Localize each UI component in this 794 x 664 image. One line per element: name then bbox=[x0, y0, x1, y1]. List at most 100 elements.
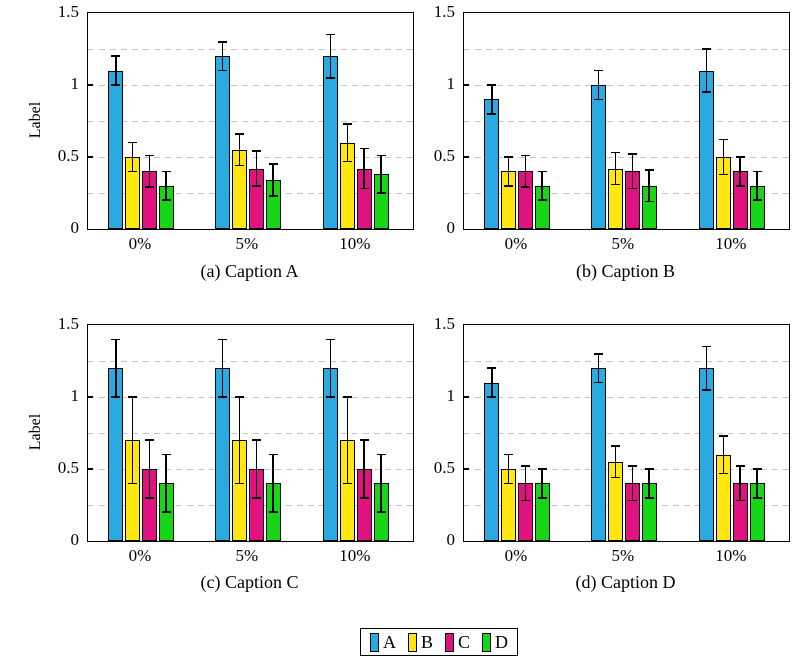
error-bar bbox=[363, 148, 365, 189]
error-bar-cap bbox=[644, 169, 654, 171]
error-bar bbox=[648, 169, 650, 202]
error-bar-cap bbox=[111, 84, 121, 86]
gridline bbox=[464, 468, 789, 470]
error-bar-cap bbox=[376, 511, 386, 513]
gridline bbox=[464, 156, 789, 158]
y-tick-label: 1.5 bbox=[433, 2, 455, 21]
error-bar bbox=[722, 139, 725, 175]
bar-A-10% bbox=[323, 56, 339, 229]
error-bar-cap bbox=[359, 187, 369, 190]
error-bar-cap bbox=[627, 187, 637, 190]
bar-A-5% bbox=[591, 368, 607, 541]
error-bar-cap bbox=[752, 199, 762, 201]
error-bar-cap bbox=[627, 153, 637, 155]
error-bar-cap bbox=[644, 200, 654, 203]
error-bar bbox=[346, 397, 349, 484]
y-tick bbox=[464, 468, 469, 470]
bar-A-10% bbox=[699, 70, 715, 229]
error-bar-cap bbox=[735, 156, 745, 158]
error-bar-cap bbox=[644, 497, 654, 499]
gridline bbox=[88, 120, 413, 122]
error-bar-cap bbox=[376, 192, 386, 194]
y-tick bbox=[464, 156, 469, 158]
error-bar-cap bbox=[251, 185, 261, 187]
error-bar bbox=[614, 445, 617, 478]
x-tick-label: 10% bbox=[715, 546, 747, 565]
error-bar-cap bbox=[376, 453, 386, 456]
gridline bbox=[464, 48, 789, 50]
error-bar-cap bbox=[144, 186, 154, 188]
error-bar bbox=[614, 152, 617, 185]
error-bar-cap bbox=[644, 468, 654, 470]
error-bar-cap bbox=[111, 396, 121, 398]
error-bar-cap bbox=[342, 396, 352, 398]
bar-A-5% bbox=[591, 85, 607, 229]
error-bar-cap bbox=[487, 84, 497, 86]
error-bar-cap bbox=[235, 164, 244, 167]
subplot-b-caption: (b) Caption B bbox=[576, 261, 675, 281]
error-bar-cap bbox=[537, 497, 547, 499]
gridline bbox=[464, 360, 789, 362]
error-bar-cap bbox=[520, 499, 530, 502]
error-bar-cap bbox=[520, 465, 530, 467]
error-bar-cap bbox=[326, 77, 336, 79]
error-bar-cap bbox=[611, 445, 620, 447]
y-tick-label: 0 bbox=[70, 218, 80, 237]
y-tick-label: 0.5 bbox=[433, 146, 455, 165]
error-bar bbox=[221, 339, 224, 397]
error-bar bbox=[148, 440, 151, 498]
error-bar bbox=[148, 155, 151, 188]
error-bar-cap bbox=[627, 499, 637, 502]
legend-swatch-c bbox=[445, 632, 455, 652]
error-bar-cap bbox=[161, 199, 171, 201]
error-bar-cap bbox=[268, 195, 278, 197]
error-bar bbox=[739, 157, 741, 186]
error-bar bbox=[131, 397, 134, 484]
error-bar bbox=[115, 339, 117, 397]
error-bar-cap bbox=[504, 156, 514, 158]
error-bar bbox=[541, 171, 543, 201]
error-bar bbox=[597, 353, 600, 383]
error-bar-cap bbox=[128, 141, 138, 144]
plot-area bbox=[87, 12, 414, 230]
error-bar bbox=[705, 346, 708, 390]
y-tick-label: 1.5 bbox=[57, 2, 79, 21]
gridline bbox=[464, 120, 789, 122]
error-bar-cap bbox=[611, 476, 620, 479]
error-bar bbox=[491, 368, 493, 397]
y-tick-label: 0 bbox=[446, 218, 456, 237]
error-bar bbox=[115, 56, 117, 85]
error-bar-cap bbox=[718, 173, 728, 176]
error-bar bbox=[272, 164, 274, 196]
error-bar-cap bbox=[702, 48, 712, 50]
y-tick bbox=[464, 84, 469, 86]
error-bar bbox=[238, 133, 241, 166]
error-bar bbox=[131, 142, 134, 172]
error-bar-cap bbox=[718, 138, 728, 141]
error-bar-cap bbox=[326, 396, 336, 398]
error-bar bbox=[221, 41, 224, 71]
gridline bbox=[88, 360, 413, 362]
gridline bbox=[464, 84, 789, 86]
error-bar-cap bbox=[611, 183, 620, 186]
error-bar bbox=[648, 469, 650, 498]
error-bar-cap bbox=[144, 154, 154, 157]
error-bar-cap bbox=[161, 453, 171, 456]
y-tick-label: 1.5 bbox=[57, 314, 79, 333]
bar-A-10% bbox=[699, 368, 715, 541]
x-tick-label: 5% bbox=[235, 234, 259, 253]
error-bar bbox=[329, 339, 332, 397]
y-tick-label: 1 bbox=[446, 386, 456, 405]
bar-A-5% bbox=[215, 56, 231, 229]
error-bar-cap bbox=[702, 91, 712, 93]
y-tick-label: 0 bbox=[446, 530, 456, 549]
legend-swatch-a bbox=[370, 632, 379, 652]
error-bar bbox=[346, 123, 349, 162]
error-bar-cap bbox=[251, 439, 261, 441]
error-bar-cap bbox=[594, 353, 604, 355]
legend-entry-b: B bbox=[408, 631, 433, 653]
legend-label-d: D bbox=[495, 632, 509, 652]
error-bar-cap bbox=[752, 170, 762, 173]
error-bar bbox=[380, 454, 382, 513]
